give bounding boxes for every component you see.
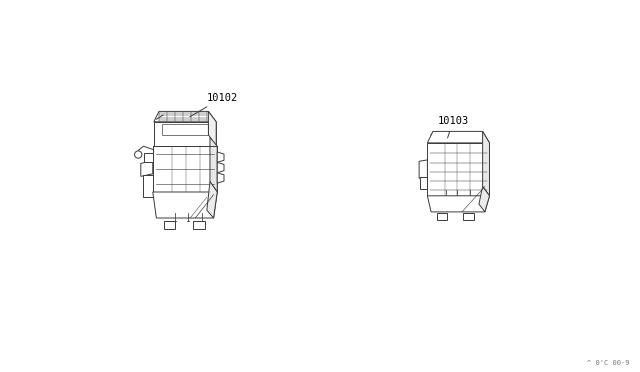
Ellipse shape: [446, 156, 453, 164]
Text: 10102: 10102: [190, 93, 238, 117]
Polygon shape: [145, 153, 153, 162]
Text: 10103: 10103: [438, 116, 468, 138]
Polygon shape: [419, 160, 428, 178]
Polygon shape: [210, 137, 217, 192]
Ellipse shape: [470, 134, 481, 142]
Ellipse shape: [445, 134, 456, 142]
Polygon shape: [428, 131, 490, 143]
Polygon shape: [164, 221, 175, 230]
Ellipse shape: [458, 134, 468, 142]
Text: ^ 0'C 00·9: ^ 0'C 00·9: [588, 360, 630, 366]
Polygon shape: [154, 111, 216, 122]
Ellipse shape: [159, 158, 169, 169]
Ellipse shape: [200, 158, 209, 169]
Polygon shape: [209, 111, 216, 146]
Polygon shape: [483, 131, 490, 196]
Polygon shape: [153, 146, 217, 192]
Polygon shape: [217, 162, 224, 173]
Ellipse shape: [206, 174, 211, 179]
Ellipse shape: [472, 135, 479, 141]
Ellipse shape: [460, 135, 467, 141]
Ellipse shape: [471, 156, 478, 164]
Polygon shape: [143, 175, 153, 197]
Polygon shape: [428, 196, 490, 212]
Polygon shape: [479, 187, 490, 212]
Ellipse shape: [447, 135, 454, 141]
Polygon shape: [428, 143, 490, 196]
Ellipse shape: [434, 134, 444, 142]
Polygon shape: [217, 152, 224, 162]
Ellipse shape: [434, 156, 441, 164]
Polygon shape: [420, 177, 428, 189]
Polygon shape: [153, 192, 217, 218]
Polygon shape: [141, 161, 153, 176]
Ellipse shape: [458, 156, 465, 164]
Polygon shape: [207, 182, 217, 218]
Ellipse shape: [435, 135, 443, 141]
Polygon shape: [463, 213, 474, 220]
Ellipse shape: [164, 174, 169, 179]
Ellipse shape: [179, 174, 183, 179]
Ellipse shape: [173, 158, 182, 169]
Ellipse shape: [193, 174, 198, 179]
Polygon shape: [217, 173, 224, 183]
Polygon shape: [193, 221, 205, 230]
Polygon shape: [154, 122, 216, 146]
Ellipse shape: [187, 158, 196, 169]
Polygon shape: [436, 213, 447, 220]
